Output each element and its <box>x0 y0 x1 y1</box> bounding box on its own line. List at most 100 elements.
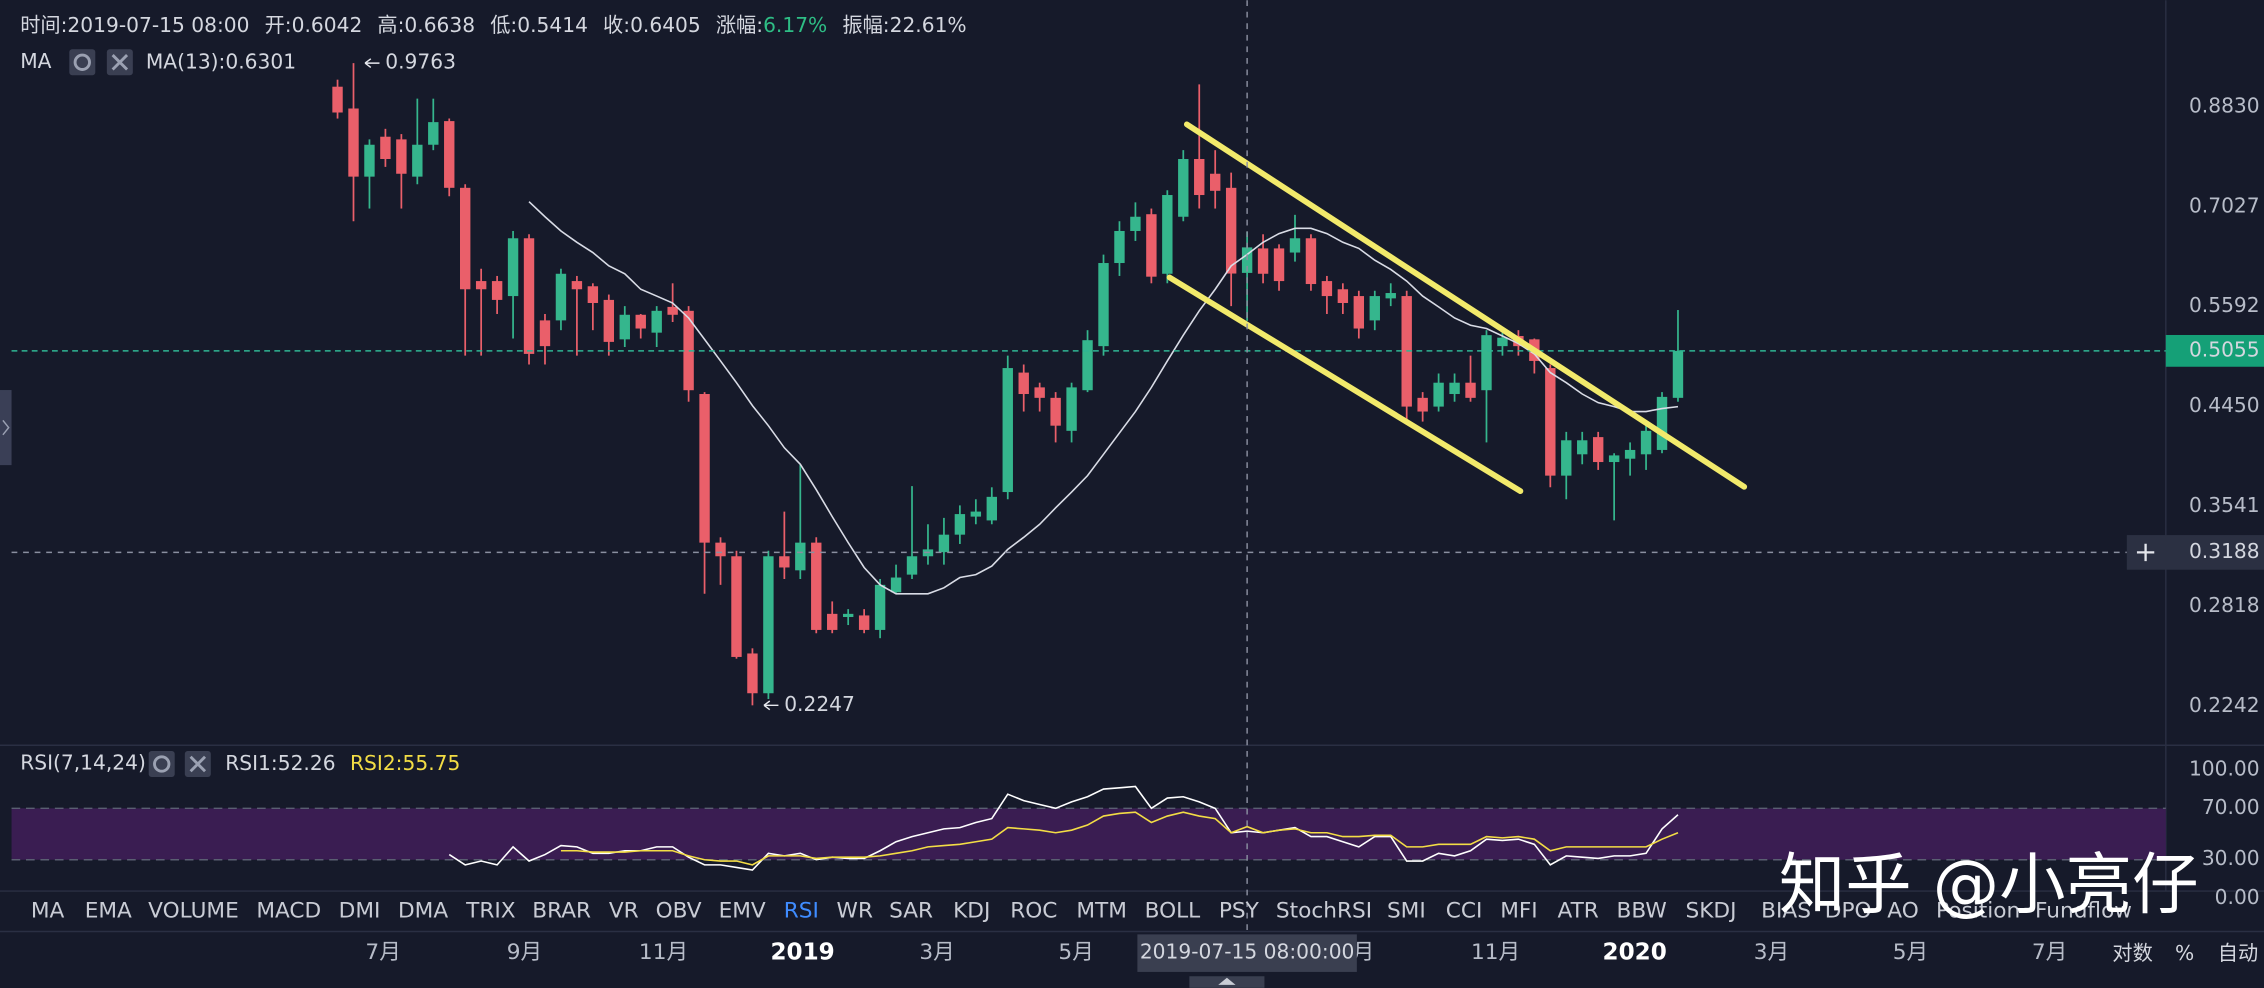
candle-body <box>364 144 375 177</box>
candle-body <box>1257 248 1269 274</box>
indicator-tab[interactable]: Fundflow <box>2035 898 2132 923</box>
settings-icon[interactable] <box>148 751 175 777</box>
ma-line <box>528 201 1679 595</box>
scroll-handle-arrow <box>1218 977 1236 985</box>
indicator-tab[interactable]: TRIX <box>465 898 516 923</box>
indicator-tab[interactable]: VR <box>609 898 639 923</box>
candle-body <box>1002 368 1013 493</box>
indicator-tab[interactable]: DPO <box>1825 898 1872 923</box>
candle-body <box>1162 195 1173 274</box>
indicator-tab[interactable]: MA <box>31 898 65 923</box>
candle-body <box>1640 430 1652 455</box>
candle-body <box>1608 455 1620 463</box>
indicator-tab[interactable]: DMA <box>398 898 448 923</box>
legend-name: RSI2: <box>350 751 402 775</box>
indicator-tab[interactable]: KDJ <box>953 898 990 923</box>
candle-body <box>1385 293 1396 299</box>
indicator-tab[interactable]: Position <box>1936 898 2020 923</box>
ma-legend: MA(13):0.6301 <box>146 49 296 73</box>
side-tab-arrow <box>2 419 10 436</box>
x-tick-label: 3月 <box>1754 940 1789 965</box>
candle-body <box>587 286 599 303</box>
indicator-tab[interactable]: EMV <box>719 898 766 923</box>
indicator-tab[interactable]: BBW <box>1617 898 1667 923</box>
indicator-tab[interactable]: VOLUME <box>148 898 239 923</box>
candle-body <box>1210 173 1221 191</box>
candle-body <box>1449 382 1460 395</box>
indicator-tab[interactable]: SKDJ <box>1686 898 1737 923</box>
last-price-label: 0.5055 <box>2189 337 2260 361</box>
indicator-tab[interactable]: SAR <box>889 898 933 923</box>
candle-body <box>1656 396 1668 450</box>
min-label: 0.2247 <box>784 692 855 716</box>
label: 高: <box>377 13 404 37</box>
crosshair-time-box <box>1137 934 1357 972</box>
value: 0.6638 <box>404 13 475 37</box>
indicator-tab[interactable]: MACD <box>256 898 321 923</box>
indicator-tab[interactable]: SMI <box>1387 898 1426 923</box>
candle-body <box>1178 159 1189 217</box>
y-tick-label: 0.2242 <box>2189 693 2260 717</box>
header-line: 时间:2019-07-15 08:00 开:0.6042 高:0.6638 低:… <box>20 13 966 37</box>
indicator-tab[interactable]: OBV <box>656 898 702 923</box>
candle-body <box>1194 159 1205 196</box>
candle-body <box>332 86 343 113</box>
indicator-tab[interactable]: BRAR <box>532 898 591 923</box>
candle-body <box>1337 289 1349 303</box>
candle-body <box>651 310 662 333</box>
indicator-tab[interactable]: PSY <box>1219 898 1260 923</box>
rsi-title: RSI(7,14,24) <box>20 751 146 775</box>
x-tick-label: 11月 <box>639 940 688 965</box>
x-tick-label: 2020 <box>1603 940 1667 966</box>
candle-body <box>1417 397 1428 412</box>
indicator-tab[interactable]: BOLL <box>1145 898 1201 923</box>
indicator-tab[interactable]: AO <box>1887 898 1918 923</box>
indicator-tab[interactable]: WR <box>837 898 873 923</box>
candle-body <box>827 613 838 630</box>
candle-body <box>874 584 886 630</box>
indicator-tab[interactable]: DMI <box>339 898 381 923</box>
candle-body <box>811 542 822 630</box>
indicator-tab[interactable]: BIAS <box>1761 898 1811 923</box>
candle-body <box>1289 238 1301 253</box>
candle-body <box>1130 216 1141 231</box>
scale-mode[interactable]: 自动 <box>2218 941 2258 965</box>
candle-body <box>763 556 774 694</box>
scale-mode[interactable]: % <box>2175 941 2194 965</box>
indicator-tab[interactable]: CCI <box>1446 898 1483 923</box>
settings-icon[interactable] <box>69 49 96 76</box>
label: 振幅: <box>842 13 889 37</box>
crosshair-plus <box>2136 543 2155 562</box>
y-tick-label: 0.4450 <box>2189 393 2260 417</box>
indicator-tab[interactable]: StochRSI <box>1276 898 1372 923</box>
value: 0.5414 <box>517 13 588 37</box>
arrow <box>763 700 779 711</box>
indicator-tab[interactable]: ROC <box>1010 898 1057 923</box>
candle-body <box>938 534 950 553</box>
candle-body <box>1561 440 1572 476</box>
plot: 0.8830 0.7027 0.5592 0.4450 0.3541 0.2818 0.22… <box>11 50 2264 966</box>
x-tick-label: 2019 <box>770 940 834 966</box>
indicator-tab[interactable]: RSI <box>784 898 819 923</box>
value: 0.6042 <box>292 13 363 37</box>
indicator-tab[interactable]: MTM <box>1076 898 1127 923</box>
rsi-line <box>560 811 1679 866</box>
candle-body <box>348 108 359 177</box>
indicator-tab[interactable]: EMA <box>85 898 132 923</box>
crosshair-price-label: 0.3188 <box>2189 539 2260 563</box>
candle-body <box>795 542 806 571</box>
candle-body <box>1050 397 1061 426</box>
y-tick-label: 0.3541 <box>2189 493 2260 517</box>
candle-body <box>380 136 391 160</box>
scale-mode[interactable]: 对数 <box>2112 941 2152 965</box>
indicator-tab[interactable]: ATR <box>1557 898 1598 923</box>
candle-body <box>1433 382 1444 407</box>
side-tab[interactable] <box>0 390 12 466</box>
x-tick-label: 7月 <box>2032 940 2067 965</box>
indicator-tab[interactable]: MFI <box>1500 898 1538 923</box>
close-icon[interactable] <box>184 751 211 777</box>
legend-value: 0.6301 <box>225 49 296 73</box>
x-tick-label: 11月 <box>1471 940 1520 965</box>
close-icon[interactable] <box>106 49 133 76</box>
x-tick-label: 9月 <box>507 940 542 965</box>
